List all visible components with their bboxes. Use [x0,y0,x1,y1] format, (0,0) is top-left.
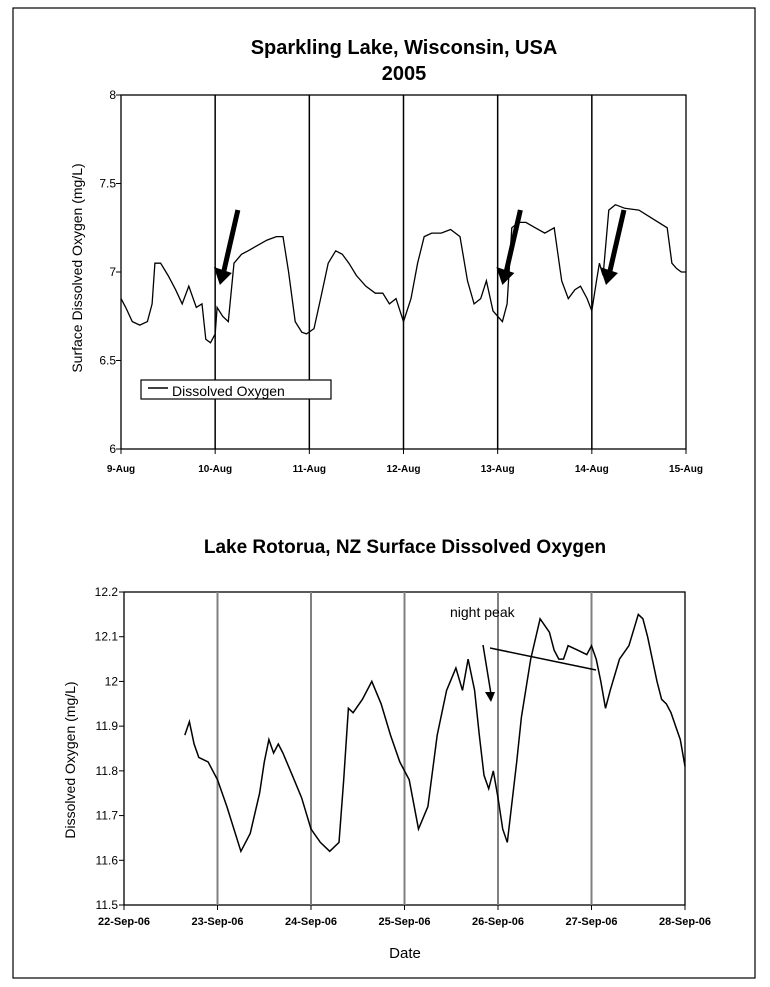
chart2-annotation-text: night peak [450,604,516,620]
chart1-annotation-arrowhead [496,267,515,285]
chart2-y-tick-label: 11.5 [96,898,119,912]
chart2-x-tick-label: 27-Sep-06 [566,916,618,928]
chart1-legend: Dissolved Oxygen [140,379,332,400]
chart1-x-tick-label: 12-Aug [387,464,421,475]
chart-lake-rotorua: Lake Rotorua, NZ Surface Dissolved Oxyge… [62,537,711,962]
chart2-y-tick-label: 11.9 [96,719,119,733]
chart1-annotation-arrowhead [213,267,232,285]
chart-sparkling-lake: Sparkling Lake, Wisconsin, USA 2005 Surf… [69,37,703,475]
chart1-x-tick-label: 10-Aug [198,464,232,475]
chart2-x-tick-label: 22-Sep-06 [98,916,150,928]
chart2-x-tick-label: 26-Sep-06 [472,916,524,928]
chart1-x-tick-label: 13-Aug [481,464,515,475]
chart2-x-tick-label: 28-Sep-06 [659,916,711,928]
chart1-y-tick-label: 7.5 [99,177,116,191]
chart1-y-tick-label: 8 [109,88,116,102]
chart2-x-tick-label: 23-Sep-06 [192,916,244,928]
chart2-y-axis-label: Dissolved Oxygen (mg/L) [62,681,78,838]
chart2-series-line [184,613,686,854]
chart1-annotation-arrow [607,209,627,272]
chart2-y-tick-label: 12.2 [95,585,119,599]
chart2-annotation-leader-line [489,647,597,671]
chart1-subtitle: 2005 [382,63,427,85]
chart2-y-tick-label: 11.6 [96,853,119,867]
chart1-annotation-arrow [221,209,241,272]
chart1-y-tick-label: 7 [109,265,116,279]
chart2-x-tick-label: 25-Sep-06 [379,916,431,928]
chart2-annotation-arrowhead [485,692,495,702]
chart1-annotation-arrowhead [599,267,618,285]
chart1-y-tick-label: 6.5 [99,354,116,368]
chart1-legend-label: Dissolved Oxygen [172,383,285,399]
chart1-x-tick-label: 15-Aug [669,464,703,475]
chart1-y-axis-label: Surface Dissolved Oxygen (mg/L) [69,163,85,372]
chart2-x-axis-label: Date [389,945,421,962]
chart1-legend-box [140,379,332,400]
chart1-x-tick-label: 11-Aug [293,464,326,475]
chart2-y-tick-label: 12 [105,674,119,688]
chart1-x-tick-label: 9-Aug [107,464,135,475]
chart1-title: Sparkling Lake, Wisconsin, USA [251,37,558,59]
chart1-y-tick-label: 6 [109,442,116,456]
chart2-y-tick-label: 11.8 [96,764,119,778]
chart2-y-tick-label: 11.7 [96,809,119,823]
chart2-title: Lake Rotorua, NZ Surface Dissolved Oxyge… [204,537,606,558]
figure-border [12,7,756,979]
chart1-x-tick-label: 14-Aug [575,464,609,475]
chart1-annotation-arrow [503,209,523,272]
chart1-series-dissolved-oxygen [120,203,686,344]
chart2-x-tick-label: 24-Sep-06 [285,916,337,928]
chart2-y-tick-label: 12.1 [95,630,119,644]
chart2-annotation-night-peak: night peak [450,604,597,702]
chart2-annotation-arrow [482,644,492,695]
